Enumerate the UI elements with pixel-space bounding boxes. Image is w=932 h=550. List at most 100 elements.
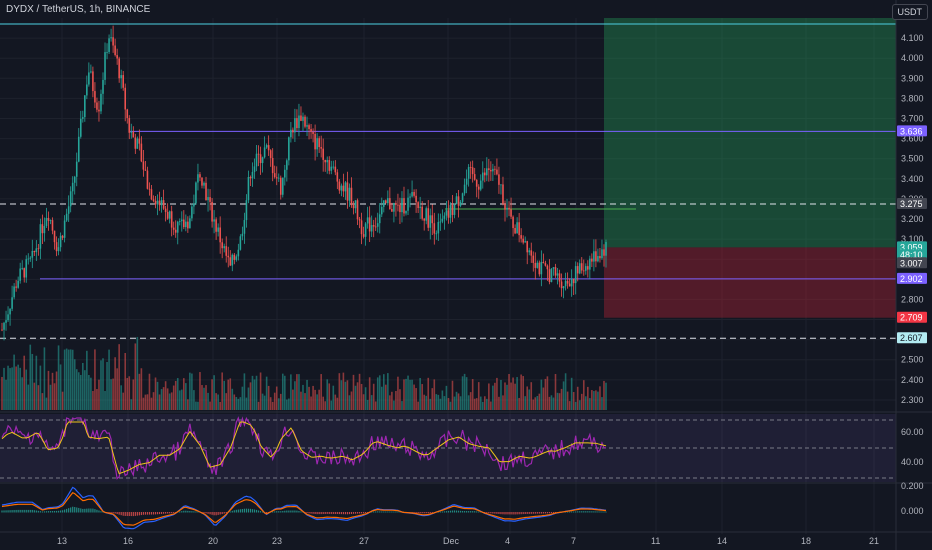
volume-bar [393,400,395,410]
currency-selector[interactable]: USDT [891,4,928,20]
candle [106,52,108,53]
volume-bar [223,380,226,410]
volume-bar [494,382,496,410]
macd-histogram [39,511,41,513]
candle [354,200,357,209]
price-label-box[interactable] [897,272,927,284]
candle [67,206,70,214]
macd-histogram [70,507,72,513]
candle [290,129,292,138]
price-label-box[interactable] [897,311,927,323]
candle [314,133,316,150]
volume-bar [312,385,314,410]
macd-histogram [118,512,120,515]
candle [306,125,308,127]
macd-histogram [508,512,510,515]
candle [75,161,78,177]
macd-histogram [280,511,282,513]
volume-bar [247,387,250,410]
macd-histogram [496,512,498,514]
candle [261,157,264,164]
volume-bar [31,353,34,410]
macd-histogram [421,512,423,514]
volume-bar [57,345,60,410]
price-label: 3.275 [900,199,923,209]
volume-bar [104,390,106,410]
candle [395,203,397,205]
volume-bar [201,385,203,410]
candle [362,234,365,237]
candle [219,227,221,243]
candle [526,241,529,253]
macd-histogram [282,510,284,513]
candle [591,258,593,262]
candle [39,224,42,249]
volume-bar [435,394,438,410]
volume-bar [449,401,452,410]
candle [138,138,141,144]
volume-bar [172,385,175,410]
macd-histogram [468,511,470,513]
volume-bar [508,373,510,410]
candle [142,161,145,170]
macd-histogram [520,512,522,515]
candle [348,187,351,201]
volume-bar [304,393,306,410]
volume-bar [77,372,80,410]
macd-histogram [472,511,474,513]
candle [90,71,92,73]
macd-histogram [413,512,415,513]
macd-histogram [326,512,328,514]
candle [417,202,419,208]
macd-histogram [55,510,58,513]
volume-bar [605,382,607,410]
candle [502,184,504,204]
price-tick-label: 2.400 [901,375,924,385]
volume-bar [346,380,349,410]
indicator-tick-label: 60.00 [901,427,924,437]
volume-bar [510,382,512,410]
candle [443,215,446,219]
macd-histogram [241,509,243,513]
volume-bar [134,343,137,410]
time-tick-label: 13 [57,536,67,546]
macd-histogram [338,512,340,515]
candle [136,138,139,149]
volume-bar [273,392,276,410]
candle [518,222,520,236]
candle [57,247,60,252]
candle [439,221,442,223]
macd-histogram [292,510,294,513]
price-label-box[interactable] [897,332,927,344]
rsi-line [1,416,607,480]
volume-bar [582,380,585,410]
price-tick-label: 3.400 [901,174,924,184]
volume-bar [556,392,559,410]
volume-bar [138,373,141,410]
volume-bar [63,349,66,410]
volume-bar [413,384,415,410]
volume-bar [239,397,242,410]
macd-histogram [350,512,353,514]
candle [451,205,454,215]
macd-histogram [51,511,54,513]
volume-bar [21,377,24,410]
macd-histogram [461,510,464,513]
candle [233,254,236,260]
volume-bar [59,364,62,410]
price-label-box[interactable] [897,125,927,137]
price-label-box[interactable] [897,197,927,209]
candle [358,219,361,221]
candle [558,273,561,282]
price-label-box[interactable] [897,257,927,269]
volume-bar [589,398,591,410]
macd-histogram [579,511,581,513]
candle [112,37,114,46]
macd-histogram [597,511,599,513]
volume-bar [61,391,64,410]
volume-bar [475,398,478,410]
candle [599,256,601,259]
volume-bar [421,384,423,410]
price-tick-label: 3.900 [901,73,924,83]
